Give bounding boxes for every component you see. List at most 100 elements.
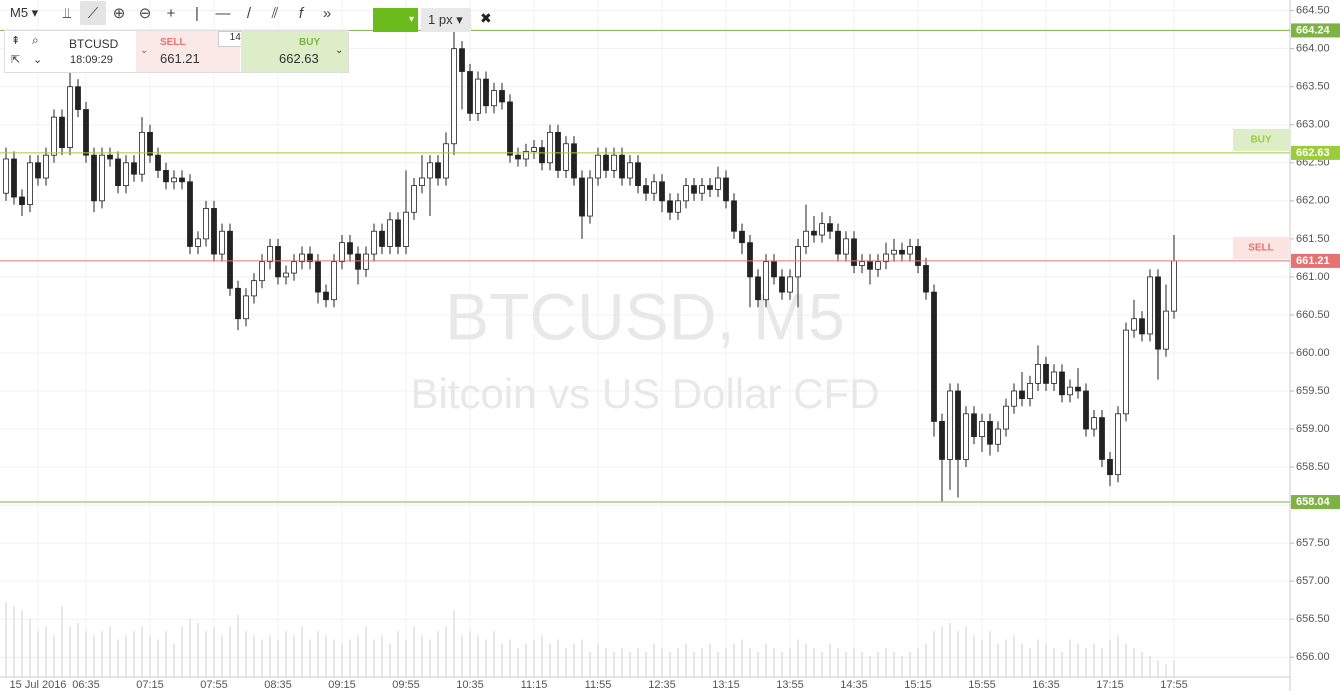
tool-icon[interactable]: »: [322, 4, 332, 22]
candle-body: [659, 181, 665, 202]
buy-box[interactable]: BUY 662.63 ⌄: [241, 31, 348, 72]
line-width-select[interactable]: 1 px ▾: [421, 8, 471, 32]
candle-body: [835, 230, 841, 255]
candle-body: [147, 131, 153, 156]
price-badge-label: 661.21: [1296, 255, 1330, 267]
panel-icon[interactable]: ⇞: [11, 35, 21, 47]
candle-body: [171, 177, 177, 183]
color-button[interactable]: ▾: [373, 8, 418, 32]
candle-body: [579, 177, 585, 217]
volume-bar: [261, 639, 263, 677]
candle-body: [75, 86, 81, 110]
candle-body: [1083, 390, 1089, 430]
tool-icon[interactable]: ⊕: [112, 5, 126, 22]
candle-body: [1115, 413, 1121, 476]
volume-bar: [573, 643, 575, 677]
tool-icon[interactable]: /: [246, 4, 252, 22]
volume-bar: [389, 643, 391, 677]
price-badge-label: 658.04: [1296, 496, 1331, 508]
volume-bar: [37, 631, 39, 677]
candle-body: [683, 185, 689, 202]
volume-bar: [69, 627, 71, 677]
candle-body: [499, 90, 505, 103]
tool-icon[interactable]: ⫽: [271, 4, 279, 22]
candle-body: [467, 71, 473, 114]
volume-bar: [437, 631, 439, 677]
volume-bar: [741, 639, 743, 677]
tool-icon[interactable]: —: [215, 4, 231, 22]
x-tick-label: 08:35: [264, 679, 292, 691]
volume-bar: [909, 652, 911, 677]
candle-body: [243, 295, 249, 320]
volume-bar: [781, 652, 783, 677]
volume-bar: [733, 643, 735, 677]
candle-body: [331, 261, 337, 301]
volume-bar: [805, 643, 807, 677]
x-tick-label: 13:55: [776, 679, 804, 691]
volume-bar: [413, 627, 415, 677]
candle-body: [907, 246, 913, 255]
candle-body: [643, 185, 649, 194]
search-icon[interactable]: ⌕: [32, 33, 39, 47]
tool-icon[interactable]: |: [195, 4, 199, 22]
candle-body: [419, 177, 425, 187]
volume-bar: [533, 639, 535, 677]
volume-bar: [1165, 664, 1167, 677]
volume-bar: [213, 627, 215, 677]
candle-body: [1123, 329, 1129, 415]
candle-body: [163, 169, 169, 183]
volume-bar: [549, 643, 551, 677]
price-badge-label: 662.63: [1296, 147, 1330, 159]
volume-bar: [245, 631, 247, 677]
candle-body: [459, 48, 465, 72]
volume-bar: [141, 627, 143, 677]
candle-body: [979, 421, 985, 438]
volume-bar: [45, 627, 47, 677]
candle-body: [347, 242, 353, 255]
price-tag: [1233, 128, 1290, 151]
tool-icon[interactable]: ⟋: [80, 1, 106, 25]
panel-icon[interactable]: ⇱: [11, 54, 21, 66]
volume-bar: [109, 627, 111, 677]
candle-body: [155, 154, 161, 171]
candle-body: [411, 185, 417, 213]
candle-body: [859, 261, 865, 266]
candle-body: [83, 109, 89, 156]
tool-icon[interactable]: +: [166, 4, 176, 22]
volume-bar: [765, 643, 767, 677]
candle-body: [203, 208, 209, 240]
candle-body: [51, 116, 57, 156]
timeframe-select[interactable]: M5 ▾: [10, 5, 39, 20]
x-tick-label: 09:15: [328, 679, 356, 691]
y-tick-label: 663.50: [1296, 81, 1330, 93]
tool-icon[interactable]: f: [298, 4, 304, 22]
panel-icon[interactable]: ⌄: [33, 54, 43, 66]
candle-body: [107, 154, 113, 160]
y-tick-label: 663.00: [1296, 119, 1330, 131]
volume-bar: [989, 631, 991, 677]
candle-body: [1019, 390, 1025, 399]
tool-icon[interactable]: ⊖: [138, 5, 152, 22]
candle-body: [267, 246, 273, 263]
candle-body: [339, 242, 345, 263]
tool-icon[interactable]: ⫫: [62, 4, 72, 22]
volume-bar: [1021, 643, 1023, 677]
volume-bar: [1061, 652, 1063, 677]
close-button[interactable]: ✖: [480, 10, 492, 26]
candle-body: [115, 158, 121, 187]
volume-bar: [885, 647, 887, 677]
volume-bar: [701, 647, 703, 677]
candle-body: [1147, 276, 1153, 335]
volume-bar: [1013, 635, 1015, 677]
volume-bar: [597, 643, 599, 677]
candle-body: [531, 147, 537, 152]
price-tag: [1233, 236, 1290, 259]
candle-body: [707, 185, 713, 190]
volume-bar: [789, 647, 791, 677]
volume-bar: [301, 627, 303, 677]
x-tick-label: 10:35: [456, 679, 484, 691]
candle-body: [971, 413, 977, 438]
candle-body: [667, 200, 673, 213]
